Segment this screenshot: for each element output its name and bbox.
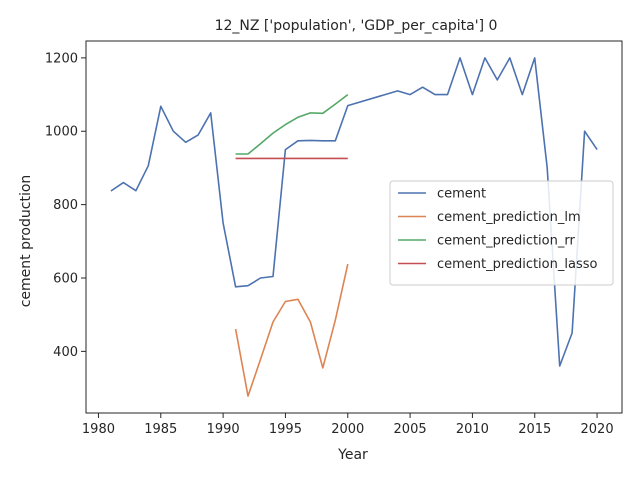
y-axis: 400 600 800 1000 1200 <box>45 51 86 360</box>
x-tick-label: 2010 <box>456 422 489 437</box>
x-tick-label: 2015 <box>518 422 551 437</box>
x-tick-label: 1995 <box>269 422 302 437</box>
y-tick-label: 600 <box>53 271 78 286</box>
legend-entry-label: cement_prediction_rr <box>437 234 575 249</box>
y-tick-label: 1200 <box>45 51 78 66</box>
x-axis: 1980 1985 1990 1995 2000 2005 2010 2015 2020 <box>82 413 614 437</box>
y-tick-label: 400 <box>53 345 78 360</box>
y-axis-label: cement production <box>18 175 34 308</box>
legend-entry-label: cement_prediction_lm <box>437 210 581 225</box>
y-tick-label: 1000 <box>45 125 78 140</box>
chart-title: 12_NZ ['population', 'GDP_per_capita'] 0 <box>215 18 498 34</box>
legend-box <box>389 180 614 286</box>
x-axis-label: Year <box>337 447 368 463</box>
x-tick-label: 2000 <box>331 422 364 437</box>
plot-area <box>110 57 598 397</box>
legend-entry-label: cement_prediction_lasso <box>437 257 597 272</box>
y-tick-label: 800 <box>53 198 78 213</box>
legend: cement cement_prediction_lm cement_predict… <box>389 180 614 286</box>
x-tick-label: 1980 <box>82 422 115 437</box>
series-line-cement-prediction-rr <box>235 93 349 155</box>
x-tick-label: 2020 <box>581 422 614 437</box>
legend-entry-label: cement <box>437 187 486 202</box>
plot-frame <box>85 40 623 414</box>
x-tick-label: 2005 <box>394 422 427 437</box>
x-tick-label: 1990 <box>207 422 240 437</box>
series-line-cement <box>110 57 598 367</box>
x-tick-label: 1985 <box>144 422 177 437</box>
series-line-cement-prediction-lm <box>234 263 349 397</box>
